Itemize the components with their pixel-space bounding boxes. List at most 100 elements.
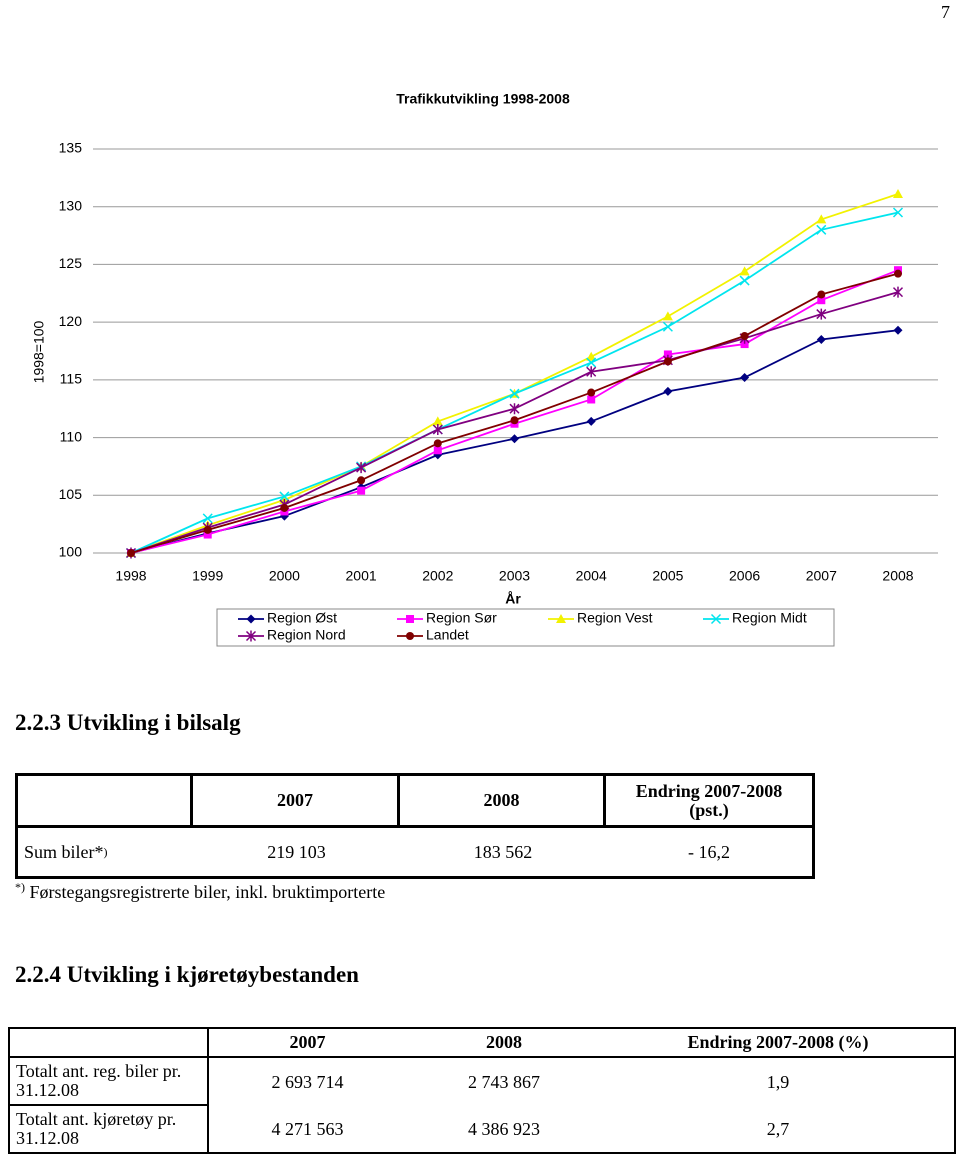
marker [663, 386, 673, 396]
x-tick-label: 2006 [729, 568, 760, 584]
row-label-text: Sum biler* [24, 841, 104, 862]
marker [739, 275, 750, 286]
marker [816, 224, 827, 235]
y-tick-label: 110 [60, 428, 83, 444]
marker [203, 525, 212, 534]
x-tick-label: 2001 [346, 568, 377, 584]
table-cell: 2,7 [766, 1118, 790, 1139]
legend-label: Region Vest [577, 610, 653, 626]
chart: Trafikkutvikling 1998-2008 1998=100 År 1… [31, 91, 938, 647]
marker [432, 423, 443, 435]
table-header: 2008 [400, 776, 606, 828]
table-header: Endring 2007-2008 (pst.) [606, 776, 812, 828]
marker [245, 630, 257, 642]
x-tick-label: 2008 [882, 568, 913, 584]
marker [509, 403, 520, 415]
row-label: Sum biler*) [18, 828, 193, 876]
table-cell: 219 103 [267, 841, 326, 862]
marker [816, 308, 827, 320]
series-line [130, 211, 899, 554]
marker [246, 614, 256, 624]
legend-box [216, 608, 835, 647]
table-header: Endring 2007-2008 (%) [602, 1029, 954, 1058]
table-cell [18, 776, 193, 828]
y-tick-label: 120 [59, 313, 83, 329]
marker [127, 549, 135, 557]
marker [740, 340, 749, 349]
table-header: 2007 [209, 1029, 406, 1058]
marker [663, 350, 672, 359]
marker [740, 331, 749, 340]
row-label: Totalt ant. kjøretøy pr. 31.12.08 [10, 1106, 209, 1152]
marker [357, 486, 366, 495]
y-tick-label: 125 [59, 255, 83, 271]
table-cell: 1,9 [766, 1071, 790, 1092]
marker [893, 189, 903, 199]
row-label: Totalt ant. reg. biler pr. 31.12.08 [10, 1058, 209, 1106]
legend-label: Region Midt [732, 610, 807, 626]
marker [587, 395, 596, 404]
marker [893, 325, 903, 335]
marker [892, 286, 904, 298]
x-tick-label: 2007 [806, 568, 837, 584]
marker [816, 334, 826, 344]
marker [662, 311, 673, 321]
legend-label: Region Øst [267, 610, 337, 626]
marker [739, 266, 750, 276]
footnote-mark: *) [15, 880, 25, 894]
marker [357, 476, 366, 485]
marker [662, 321, 673, 332]
x-tick-label: 2002 [422, 568, 453, 584]
table-cell: - 16,2 [688, 841, 730, 862]
x-tick-label: 2004 [576, 568, 607, 584]
marker [202, 513, 213, 524]
section-heading: 2.2.4 Utvikling i kjøretøybestanden [15, 962, 359, 987]
y-tick-label: 100 [59, 544, 83, 560]
row-label-sup: ) [103, 844, 108, 859]
x-tick-label: 2000 [269, 568, 300, 584]
table-cell: 2 693 714 [271, 1071, 344, 1092]
y-tick-label: 135 [59, 140, 83, 156]
legend-label: Region Sør [426, 610, 497, 626]
marker [406, 632, 414, 640]
marker [203, 530, 212, 539]
marker [586, 416, 596, 426]
marker [894, 269, 902, 278]
marker [510, 416, 519, 425]
marker [280, 503, 289, 512]
x-axis-label: År [505, 591, 521, 607]
section-heading: 2.2.3 Utvikling i bilsalg [15, 710, 241, 735]
marker [356, 462, 367, 474]
y-tick-label: 105 [59, 486, 83, 502]
marker [433, 439, 442, 448]
table-cell: 183 562 [473, 841, 533, 862]
marker [279, 491, 290, 502]
marker [740, 373, 750, 383]
marker [509, 388, 520, 399]
table: 2007 2008 Endring 2007-2008 (pst.) Sum b… [15, 773, 815, 879]
footnote: *) Førstegangsregistrerte biler, inkl. b… [15, 880, 385, 903]
table: 2007 2008 Endring 2007-2008 (%) Totalt a… [8, 1027, 956, 1154]
page-number: 7 [941, 2, 950, 22]
y-tick-label: 130 [59, 197, 83, 213]
marker [586, 351, 597, 361]
x-tick-label: 1998 [115, 568, 146, 584]
marker [406, 615, 414, 623]
x-tick-label: 1999 [192, 568, 223, 584]
marker [892, 207, 904, 218]
table-cell: 4 386 923 [468, 1118, 540, 1139]
marker [586, 366, 597, 378]
marker [817, 296, 826, 305]
table-cell: 4 271 563 [271, 1118, 344, 1139]
chart-title: Trafikkutvikling 1998-2008 [396, 91, 570, 107]
legend-label: Landet [426, 627, 469, 643]
table-cell: 2 743 867 [468, 1071, 540, 1092]
marker [433, 446, 442, 455]
marker [663, 357, 672, 366]
series-line [130, 193, 899, 554]
footnote-text: Førstegangsregistrerte biler, inkl. bruk… [29, 882, 386, 902]
marker [710, 613, 722, 625]
table-header: 2008 [406, 1029, 602, 1058]
y-axis-label: 1998=100 [31, 320, 47, 383]
